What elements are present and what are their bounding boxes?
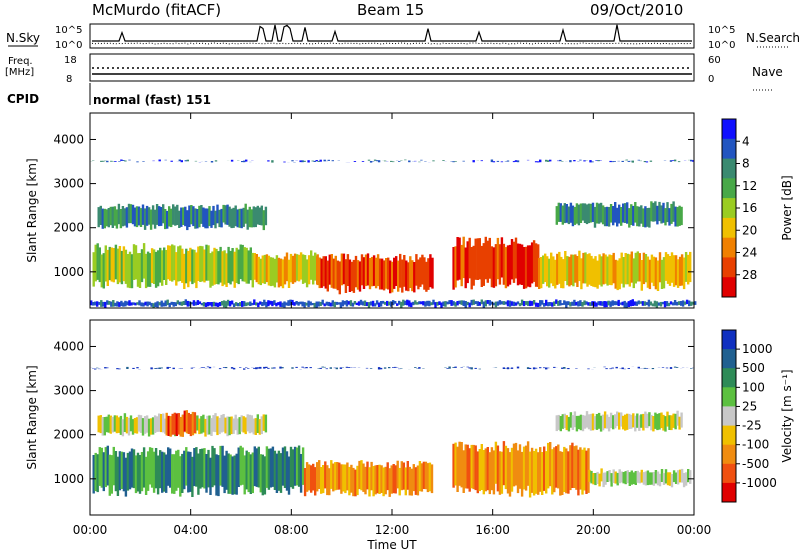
- colorbar-swatch: [722, 257, 736, 278]
- freq-panel: Freq. [MHz] 18 8 60 0 Nave: [5, 53, 783, 91]
- nsearch-tick-high: 10^5: [708, 25, 735, 36]
- x-axis-label: Time UT: [366, 538, 417, 552]
- colorbar-swatch: [722, 237, 736, 258]
- time-axis: 00:00 04:00 08:00 12:00 16:00 20:00 00:00: [73, 523, 712, 537]
- colorbar-swatch: [722, 425, 736, 446]
- y-axis-label: Slant Range [km]: [25, 365, 39, 469]
- colorbar-swatch: [722, 217, 736, 239]
- colorbar-swatch: [722, 198, 736, 219]
- echo-band: [97, 203, 268, 231]
- x-tick-label: 00:00: [677, 523, 712, 537]
- colorbar-label: Power [dB]: [780, 175, 794, 240]
- colorbar-tick-label: -100: [742, 438, 769, 452]
- colorbar-tick-label: -1000: [742, 476, 777, 490]
- x-tick-label: 16:00: [475, 523, 510, 537]
- echo-band: [303, 460, 434, 497]
- colorbar-tick-label: 25: [742, 399, 757, 413]
- y-tick-label: 4000: [53, 132, 84, 146]
- echo-band: [452, 236, 540, 290]
- cpid-label: CPID: [7, 92, 39, 106]
- cpid-panel: CPID normal (fast) 151: [7, 83, 211, 107]
- y-tick-label: 1000: [53, 472, 84, 486]
- colorbar-tick-label: 24: [742, 246, 757, 260]
- colorbar-tick-label: 4: [742, 134, 750, 148]
- x-tick-label: 00:00: [73, 523, 108, 537]
- colorbar-swatch: [722, 158, 736, 179]
- y-tick-label: 4000: [53, 339, 84, 353]
- beam-title: Beam 15: [357, 1, 424, 19]
- x-tick-label: 04:00: [173, 523, 208, 537]
- nsky-tick-low: 10^0: [55, 40, 82, 51]
- colorbar-tick-label: 12: [742, 179, 757, 193]
- colorbar-swatch: [722, 387, 736, 407]
- colorbar-swatch: [722, 444, 736, 465]
- colorbar-tick-label: 20: [742, 223, 757, 237]
- nsearch-tick-low: 10^0: [708, 40, 735, 51]
- x-tick-label: 20:00: [576, 523, 611, 537]
- colorbar-swatch: [722, 368, 736, 388]
- x-tick-label: 12:00: [375, 523, 410, 537]
- echo-band: [92, 243, 254, 289]
- colorbar-tick-label: -500: [742, 457, 769, 471]
- y-tick-label: 1000: [53, 265, 84, 279]
- colorbar-tick-label: 500: [742, 361, 765, 375]
- power-panel: 1000 2000 3000 4000 Slant Range [km] 4 8 12 16 20…: [25, 112, 794, 309]
- colorbar-swatch: [722, 463, 736, 484]
- colorbar-swatch: [722, 349, 736, 369]
- colorbar-tick-label: 1000: [742, 342, 773, 356]
- echo-band: [90, 159, 695, 163]
- freq-unit: [MHz]: [5, 67, 34, 78]
- echo-band: [92, 445, 305, 497]
- station-title: McMurdo (fitACF): [92, 1, 221, 19]
- nsky-panel: N.Sky 10^5 10^0 10^5 10^0 N.Search: [6, 23, 800, 51]
- colorbar-swatch: [722, 119, 736, 140]
- echo-band: [316, 253, 434, 295]
- freq-tick-high: 18: [64, 55, 77, 66]
- colorbar-tick-label: -25: [742, 419, 762, 433]
- echo-band: [555, 201, 683, 228]
- y-tick-label: 3000: [53, 384, 84, 398]
- colorbar-swatch: [722, 330, 736, 350]
- echo-band: [253, 250, 319, 289]
- nave-label: Nave: [752, 65, 783, 79]
- cpid-value: normal (fast) 151: [93, 93, 211, 107]
- colorbar: 4 8 12 16 20 24 28 Power [dB]: [721, 118, 794, 298]
- colorbar-tick-label: 8: [742, 157, 750, 171]
- x-tick-label: 08:00: [274, 523, 309, 537]
- y-tick-label: 3000: [53, 177, 84, 191]
- echo-band: [165, 410, 197, 437]
- colorbar-swatch: [722, 277, 736, 298]
- colorbar-label: Velocity [m s⁻¹]: [780, 369, 794, 462]
- nave-tick-low: 0: [708, 74, 714, 85]
- nsearch-label: N.Search: [746, 31, 800, 45]
- echo-band: [588, 468, 692, 488]
- date-title: 09/Oct/2010: [590, 1, 683, 19]
- freq-label: Freq.: [8, 56, 33, 67]
- echo-band: [452, 441, 590, 498]
- colorbar-tick-label: 100: [742, 380, 765, 394]
- colorbar-swatch: [722, 138, 736, 160]
- colorbar-swatch: [722, 406, 736, 426]
- y-tick-label: 2000: [53, 428, 84, 442]
- y-axis-label: Slant Range [km]: [25, 158, 39, 262]
- colorbar-swatch: [722, 178, 736, 199]
- nave-tick-high: 60: [708, 55, 721, 66]
- y-tick-label: 2000: [53, 221, 84, 235]
- freq-tick-low: 8: [66, 74, 72, 85]
- colorbar-tick-label: 28: [742, 268, 757, 282]
- colorbar-tick-label: 16: [742, 201, 757, 215]
- echo-band: [90, 299, 697, 308]
- echo-band: [538, 250, 692, 291]
- nsky-tick-high: 10^5: [55, 25, 82, 36]
- colorbar-swatch: [722, 482, 736, 503]
- echo-band: [555, 410, 683, 432]
- nsky-label: N.Sky: [6, 31, 40, 45]
- echo-band: [90, 366, 695, 370]
